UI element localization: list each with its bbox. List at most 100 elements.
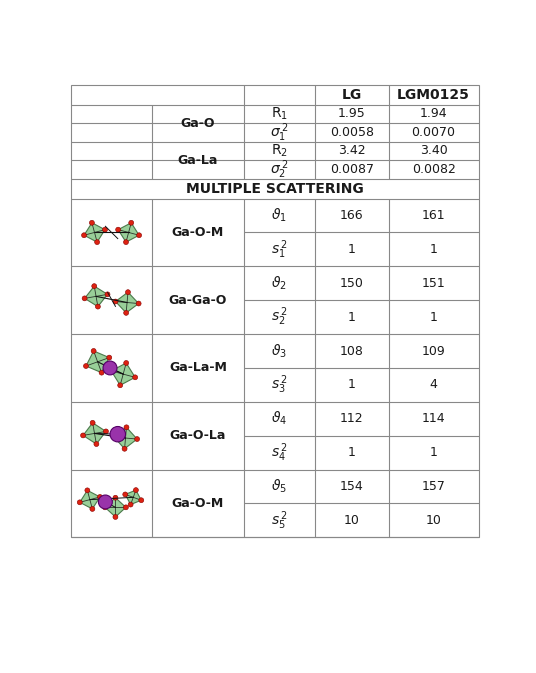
Polygon shape <box>83 423 106 444</box>
Text: 109: 109 <box>422 345 445 357</box>
Text: Ga-La-M: Ga-La-M <box>169 361 227 374</box>
Circle shape <box>105 292 110 297</box>
Polygon shape <box>115 292 139 313</box>
Bar <box>71 85 479 537</box>
Circle shape <box>90 507 95 511</box>
Text: 114: 114 <box>422 413 445 425</box>
Circle shape <box>110 427 125 442</box>
Circle shape <box>98 495 102 499</box>
Text: $\sigma_1^{\,2}$: $\sigma_1^{\,2}$ <box>270 121 288 143</box>
Text: 3.42: 3.42 <box>338 144 366 157</box>
Text: MULTIPLE SCATTERING: MULTIPLE SCATTERING <box>186 182 363 196</box>
Text: 10: 10 <box>426 514 442 527</box>
Text: Ga-O-La: Ga-O-La <box>170 429 226 442</box>
Text: 112: 112 <box>340 413 363 425</box>
Text: 1: 1 <box>348 243 356 256</box>
Circle shape <box>81 233 86 238</box>
Circle shape <box>84 363 88 369</box>
Text: 1: 1 <box>430 446 437 459</box>
Text: $\vartheta_4$: $\vartheta_4$ <box>271 410 287 427</box>
Text: $s_4^{\,2}$: $s_4^{\,2}$ <box>271 441 288 464</box>
Circle shape <box>123 240 129 244</box>
Text: R$_2$: R$_2$ <box>271 143 288 159</box>
Circle shape <box>92 283 96 289</box>
Circle shape <box>123 505 129 510</box>
Text: Ga-La: Ga-La <box>178 153 218 167</box>
Polygon shape <box>125 490 142 505</box>
Circle shape <box>113 495 118 500</box>
Circle shape <box>139 498 144 503</box>
Text: $s_2^{\,2}$: $s_2^{\,2}$ <box>271 306 288 328</box>
Text: 166: 166 <box>340 209 363 222</box>
Text: 0.0058: 0.0058 <box>330 126 374 139</box>
Circle shape <box>118 383 123 388</box>
Circle shape <box>102 505 107 510</box>
Text: 150: 150 <box>340 277 364 290</box>
Text: 151: 151 <box>422 277 445 290</box>
Text: 154: 154 <box>340 480 364 493</box>
Text: 161: 161 <box>422 209 445 222</box>
Circle shape <box>129 220 133 225</box>
Circle shape <box>103 429 108 434</box>
Text: Ga-O-M: Ga-O-M <box>172 226 224 239</box>
Circle shape <box>82 296 87 301</box>
Circle shape <box>111 435 116 439</box>
Circle shape <box>133 375 138 380</box>
Circle shape <box>113 514 118 520</box>
Circle shape <box>137 233 142 238</box>
Circle shape <box>99 495 113 509</box>
Text: 0.0082: 0.0082 <box>412 163 456 176</box>
Polygon shape <box>86 351 109 373</box>
Circle shape <box>125 289 130 295</box>
Text: Ga-O: Ga-O <box>181 116 215 130</box>
Polygon shape <box>84 223 105 242</box>
Circle shape <box>124 425 129 430</box>
Circle shape <box>123 492 128 497</box>
Text: 0.0070: 0.0070 <box>412 126 456 139</box>
Text: 157: 157 <box>422 480 445 493</box>
Circle shape <box>99 370 104 375</box>
Text: $\sigma_2^{\,2}$: $\sigma_2^{\,2}$ <box>270 158 288 180</box>
Circle shape <box>124 310 129 316</box>
Text: Ga-Ga-O: Ga-Ga-O <box>169 293 227 307</box>
Text: $\vartheta_5$: $\vartheta_5$ <box>271 478 287 495</box>
Polygon shape <box>85 286 108 307</box>
Circle shape <box>94 441 99 446</box>
Text: 0.0087: 0.0087 <box>330 163 374 176</box>
Circle shape <box>85 488 90 493</box>
Text: LG: LG <box>341 87 362 102</box>
Circle shape <box>116 227 121 232</box>
Text: 1: 1 <box>348 378 356 392</box>
Circle shape <box>90 421 95 425</box>
Circle shape <box>128 502 133 507</box>
Circle shape <box>109 369 114 374</box>
Text: $s_3^{\,2}$: $s_3^{\,2}$ <box>271 374 288 396</box>
Text: 1: 1 <box>430 311 437 324</box>
Polygon shape <box>111 363 135 385</box>
Text: 108: 108 <box>340 345 364 357</box>
Text: 1.94: 1.94 <box>420 108 448 120</box>
Polygon shape <box>80 491 100 509</box>
Circle shape <box>107 355 111 360</box>
Polygon shape <box>118 223 139 242</box>
Circle shape <box>103 361 117 375</box>
Circle shape <box>133 488 138 493</box>
Circle shape <box>80 433 86 438</box>
Circle shape <box>113 299 118 304</box>
Text: 1.95: 1.95 <box>338 108 366 120</box>
Text: $\vartheta_3$: $\vartheta_3$ <box>271 343 287 360</box>
Polygon shape <box>114 427 137 449</box>
Text: 3.40: 3.40 <box>420 144 448 157</box>
Circle shape <box>95 304 100 309</box>
Text: LGM0125: LGM0125 <box>397 87 470 102</box>
Circle shape <box>102 227 108 232</box>
Text: 4: 4 <box>430 378 437 392</box>
Text: 1: 1 <box>430 243 437 256</box>
Text: R$_1$: R$_1$ <box>271 106 288 122</box>
Text: $s_1^{\,2}$: $s_1^{\,2}$ <box>271 238 288 260</box>
Circle shape <box>135 437 139 441</box>
Circle shape <box>95 240 100 244</box>
Text: 10: 10 <box>344 514 360 527</box>
Circle shape <box>77 500 82 505</box>
Text: $\vartheta_2$: $\vartheta_2$ <box>271 275 287 292</box>
